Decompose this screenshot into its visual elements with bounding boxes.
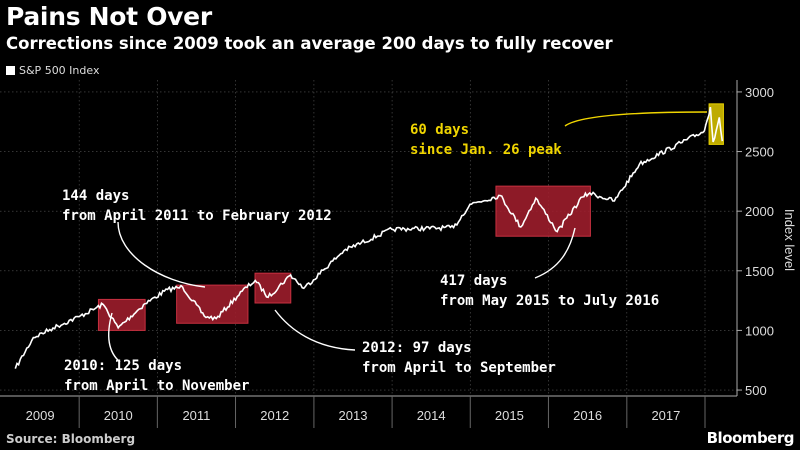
correction-box-1 [97, 298, 146, 331]
annotation-a2015-line2: from May 2015 to July 2016 [440, 293, 659, 309]
x-tick-label: 2017 [651, 408, 680, 423]
y-axis-label: Index level [782, 209, 797, 271]
brand-logo: Bloomberg [706, 429, 795, 447]
x-tick-label: 2016 [573, 408, 602, 423]
x-axis: 2009 2010 2011 2012 2013 2014 2015 2016 2017 [0, 395, 737, 428]
x-tick-label: 2014 [417, 408, 446, 423]
chart-title: Pains Not Over [6, 2, 212, 31]
source-note: Source: Bloomberg [6, 432, 136, 446]
legend-label: S&P 500 Index [19, 64, 100, 77]
annotations: 144 days from April 2011 to February 2012… [62, 122, 659, 394]
y-tick-label: 500 [745, 383, 767, 398]
connector-2010 [108, 312, 121, 363]
x-tick-label: 2013 [339, 408, 368, 423]
y-tick-label: 2000 [745, 204, 774, 219]
annotation-a2010-line2: from April to November [64, 378, 249, 394]
x-tick-label: 2012 [260, 408, 289, 423]
annotation-a2010-line1: 2010: 125 days [64, 358, 182, 374]
annotation-a2018-line1: 60 days [410, 122, 469, 138]
y-tick-label: 2500 [745, 145, 774, 160]
y-axis: 500 1000 1500 2000 2500 3000 [736, 80, 774, 398]
chart-subtitle: Corrections since 2009 took an average 2… [6, 34, 613, 53]
x-tick-label: 2010 [104, 408, 133, 423]
annotation-a2015-line1: 417 days [440, 273, 507, 289]
grid [0, 80, 737, 396]
y-tick-label: 1000 [745, 323, 774, 338]
connector-2015 [534, 227, 576, 279]
connector-2018 [564, 111, 708, 127]
x-tick-label: 2009 [26, 408, 55, 423]
y-tick-label: 3000 [745, 85, 774, 100]
correction-box-4 [495, 185, 591, 237]
connector-2011 [117, 221, 206, 288]
correction-boxes [97, 103, 724, 331]
annotation-connectors [108, 111, 708, 363]
annotation-a2018-line2: since Jan. 26 peak [410, 142, 562, 158]
connector-2012 [274, 309, 356, 351]
x-tick-label: 2015 [495, 408, 524, 423]
annotation-a2011-line2: from April 2011 to February 2012 [62, 208, 332, 224]
annotation-a2011-line1: 144 days [62, 188, 129, 204]
legend: S&P 500 Index [6, 64, 99, 77]
correction-box-2 [176, 284, 249, 324]
annotation-a2012-line1: 2012: 97 days [362, 340, 472, 356]
annotation-a2012-line2: from April to September [362, 360, 556, 376]
y-tick-label: 1500 [745, 264, 774, 279]
x-tick-label: 2011 [182, 408, 210, 423]
legend-swatch [6, 66, 15, 75]
series-line-sp500 [14, 106, 724, 369]
